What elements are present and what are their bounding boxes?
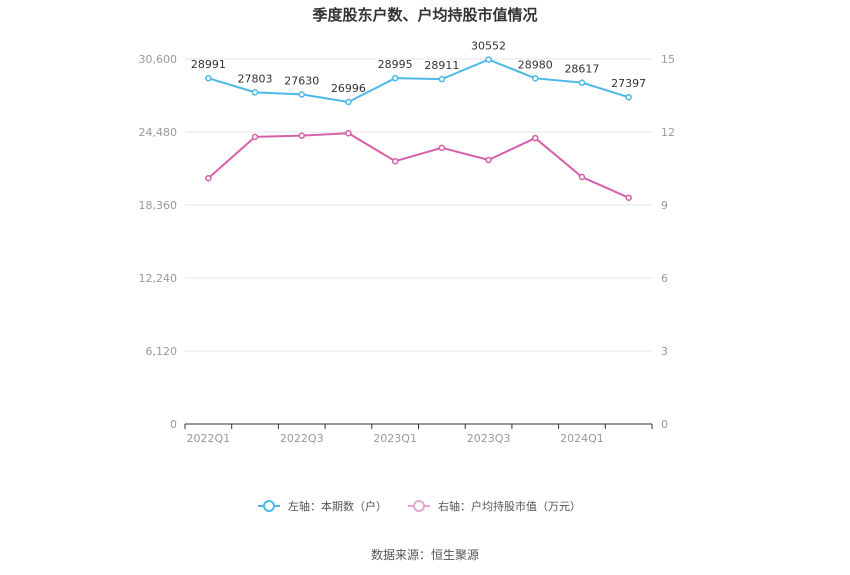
data-point-left <box>205 74 212 82</box>
right-tick-label: 6 <box>661 272 668 285</box>
legend-item-left[interactable]: 左轴：本期数（户） <box>258 499 387 513</box>
left-tick-label: 6,120 <box>146 345 178 358</box>
data-label: 26996 <box>331 82 366 95</box>
legend-label-left: 左轴：本期数（户） <box>288 499 387 513</box>
data-point-right <box>625 194 632 201</box>
data-label: 27630 <box>284 74 319 87</box>
data-point-left <box>345 98 352 106</box>
series-line-right <box>207 132 630 199</box>
left-tick-label: 12,240 <box>139 272 178 285</box>
data-point-right <box>438 144 446 152</box>
x-tick-label: 2022Q1 <box>187 432 231 445</box>
legend-marker-right <box>413 500 425 512</box>
data-point-right <box>298 132 305 139</box>
x-tick-label: 2024Q1 <box>560 432 604 445</box>
left-tick-label: 24,480 <box>139 126 178 139</box>
grid-lines <box>185 58 652 352</box>
x-tick-label: 2023Q3 <box>467 432 511 445</box>
data-label: 27397 <box>611 77 646 90</box>
data-label: 28980 <box>518 58 553 71</box>
data-point-right <box>251 133 259 141</box>
legend-marker-left <box>263 500 275 512</box>
data-point-left <box>625 93 632 101</box>
x-tick-label: 2023Q1 <box>373 432 417 445</box>
legend: 左轴：本期数（户） 右轴：户均持股市值（万元） <box>258 499 581 513</box>
data-point-right <box>532 134 539 142</box>
x-tick-label: 2022Q3 <box>280 432 324 445</box>
right-tick-label: 12 <box>661 126 675 139</box>
data-label: 28911 <box>424 59 459 72</box>
data-label: 30552 <box>471 40 506 53</box>
series-lines <box>205 56 632 201</box>
series-line-left <box>208 58 629 104</box>
right-tick-label: 9 <box>661 199 668 212</box>
data-source: 数据来源：恒生聚源 <box>370 548 479 562</box>
x-axis-ticks: 2022Q1 2022Q3 2023Q1 2023Q3 2024Q1 <box>187 432 604 445</box>
data-point-left <box>391 74 399 82</box>
data-label: 28991 <box>191 58 226 71</box>
data-point-left <box>298 91 305 98</box>
left-tick-label: 0 <box>170 418 177 431</box>
chart-title: 季度股东户数、户均持股市值情况 <box>312 6 538 24</box>
data-point-right <box>578 173 586 181</box>
data-label: 27803 <box>238 72 273 85</box>
right-axis-ticks: 0 3 6 9 12 15 <box>661 53 675 431</box>
data-labels: 28991 27803 27630 26996 28995 28911 30552 28980… <box>191 40 646 95</box>
data-point-right <box>345 129 352 137</box>
data-point-left <box>485 56 492 63</box>
legend-label-right: 右轴：户均持股市值（万元） <box>438 499 581 513</box>
legend-item-right[interactable]: 右轴：户均持股市值（万元） <box>408 499 581 513</box>
left-axis-ticks: 0 6,120 12,240 18,360 24,480 30,600 <box>139 53 178 431</box>
left-tick-label: 18,360 <box>139 199 178 212</box>
data-point-left <box>438 75 446 83</box>
data-point-right <box>391 157 399 165</box>
right-tick-label: 3 <box>661 345 668 358</box>
data-point-left <box>532 75 539 82</box>
right-tick-label: 15 <box>661 53 675 66</box>
left-tick-label: 30,600 <box>139 53 178 66</box>
data-point-left <box>578 79 586 86</box>
data-label: 28617 <box>564 63 599 76</box>
data-point-right <box>205 174 212 182</box>
data-point-left <box>251 89 259 96</box>
right-tick-label: 0 <box>661 418 668 431</box>
axes <box>184 423 653 429</box>
data-label: 28995 <box>378 58 413 71</box>
data-point-right <box>485 156 492 164</box>
